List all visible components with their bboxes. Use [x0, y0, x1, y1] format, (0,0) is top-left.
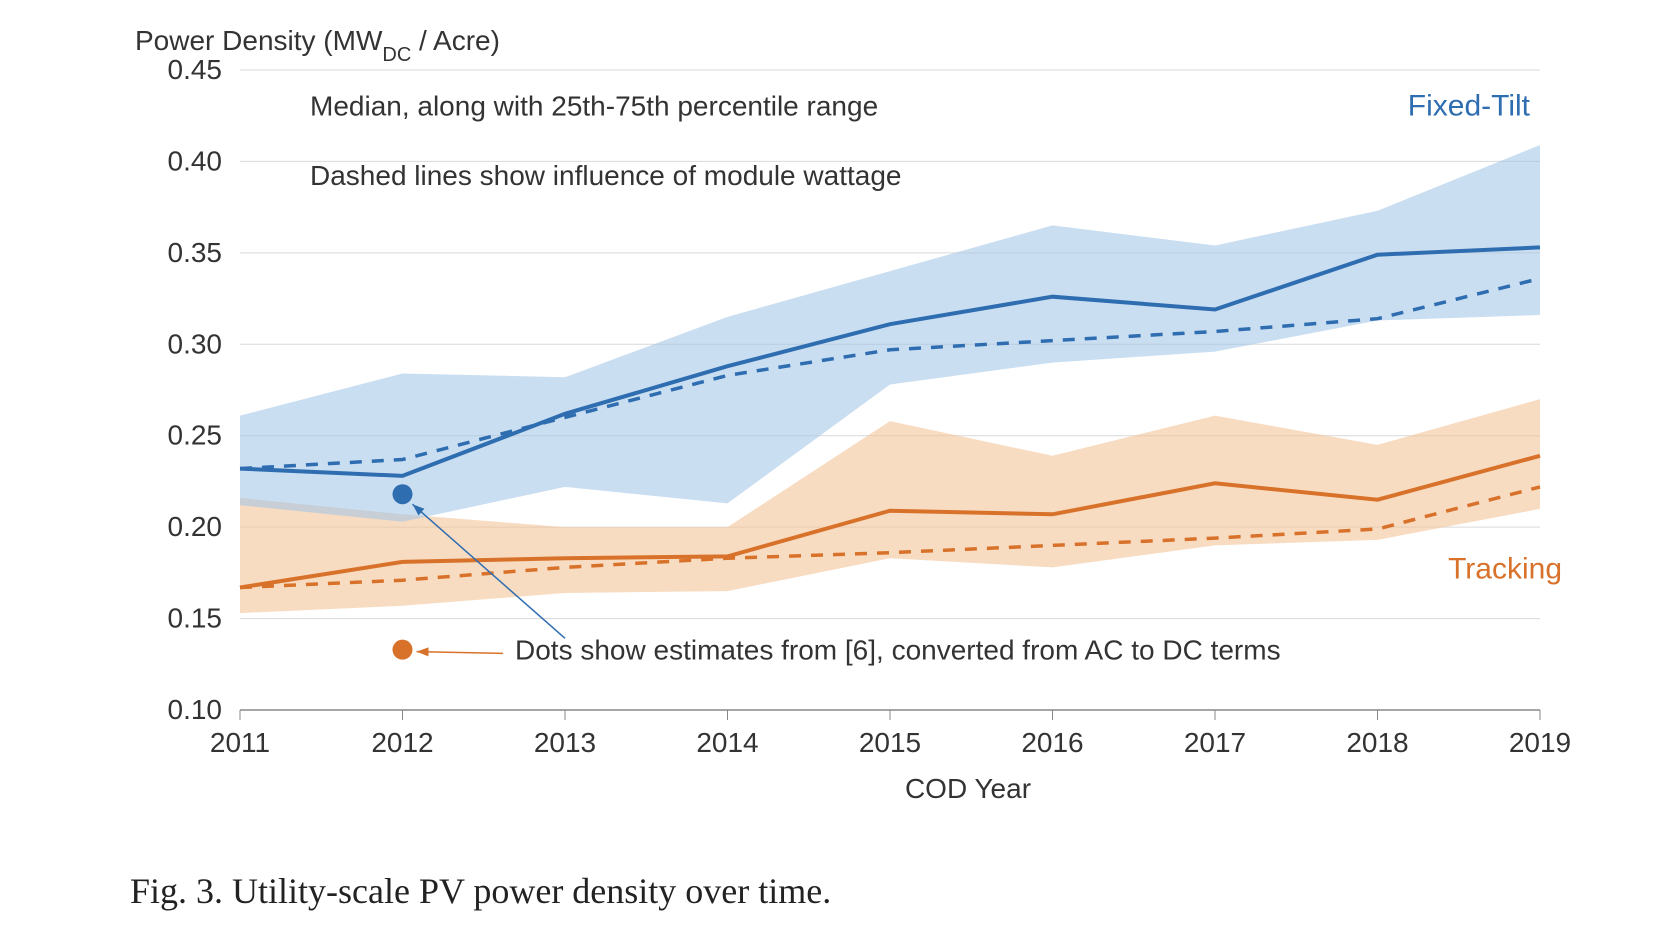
figure-caption: Fig. 3. Utility-scale PV power density o… [130, 870, 831, 912]
y-tick-label: 0.45 [168, 54, 223, 85]
y-tick-label: 0.30 [168, 328, 223, 359]
y-tick-label: 0.10 [168, 694, 223, 725]
x-tick-label: 2019 [1509, 727, 1571, 758]
fixed-tilt-label: Fixed-Tilt [1408, 90, 1531, 123]
x-axis-title: COD Year [905, 773, 1031, 800]
y-tick-label: 0.40 [168, 145, 223, 176]
x-tick-label: 2015 [859, 727, 921, 758]
chart-note-1: Median, along with 25th-75th percentile … [310, 91, 878, 122]
y-tick-label: 0.35 [168, 237, 223, 268]
page: 2011 2012 2013 2014 2015 2016 2017 2018 2019 0.10… [0, 0, 1675, 952]
chart-container: 2011 2012 2013 2014 2015 2016 2017 2018 2019 0.10… [120, 20, 1580, 800]
dots-note: Dots show estimates from [6], converted … [515, 634, 1281, 665]
tracking-label: Tracking [1448, 552, 1562, 585]
fixed-tilt-dot [393, 484, 413, 504]
power-density-chart: 2011 2012 2013 2014 2015 2016 2017 2018 2019 0.10… [120, 20, 1580, 800]
x-tick-label: 2014 [696, 727, 758, 758]
tracking-dot [393, 640, 413, 660]
x-tick-label: 2017 [1184, 727, 1246, 758]
x-tick-label: 2013 [534, 727, 596, 758]
x-tick-label: 2018 [1346, 727, 1408, 758]
y-tick-label: 0.25 [168, 420, 223, 451]
x-tick-label: 2012 [371, 727, 433, 758]
y-tick-label: 0.20 [168, 511, 223, 542]
arrow-to-tracking-dot [417, 652, 504, 654]
chart-note-2: Dashed lines show influence of module wa… [310, 160, 901, 191]
y-tick-label: 0.15 [168, 603, 223, 634]
x-tick-label: 2011 [210, 727, 270, 758]
x-tick-label: 2016 [1021, 727, 1083, 758]
